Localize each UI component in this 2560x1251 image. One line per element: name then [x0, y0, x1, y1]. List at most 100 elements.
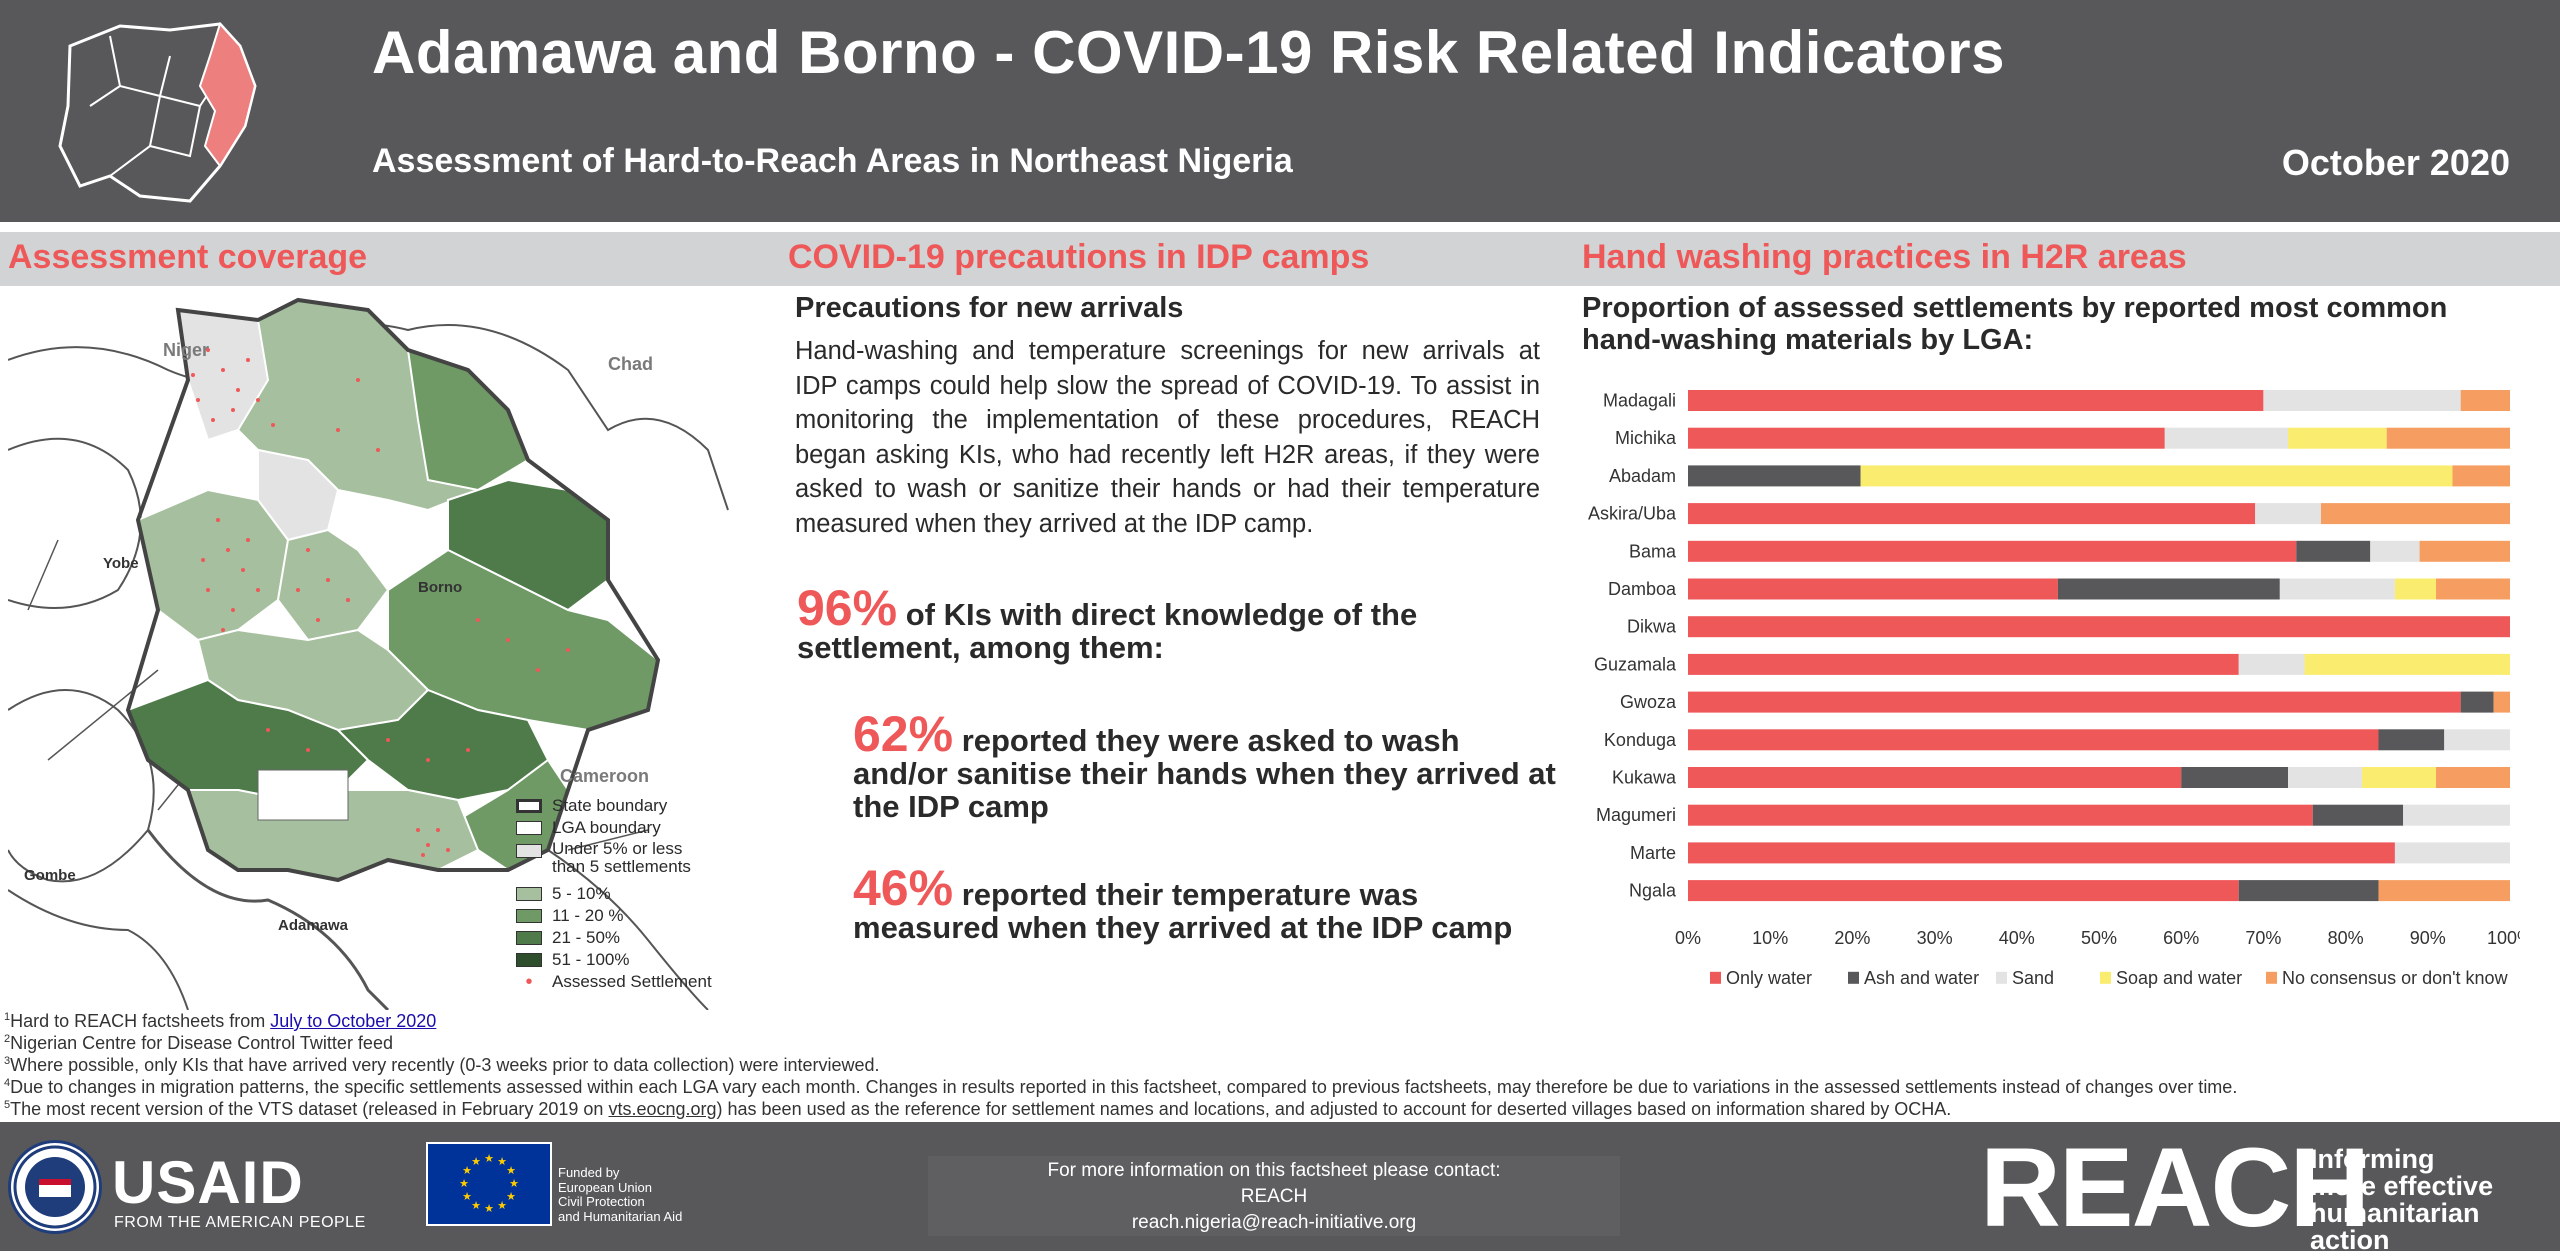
stat-96-percent: 96% [797, 580, 898, 636]
chart-legend-label: No consensus or don't know [2282, 968, 2509, 988]
usaid-tagline: FROM THE AMERICAN PEOPLE [114, 1214, 366, 1231]
chart-x-tick-label: 60% [2163, 928, 2199, 948]
map-label-yobe: Yobe [103, 555, 139, 572]
chart-bar-segment [2403, 804, 2510, 826]
chart-bar-segment [2378, 880, 2510, 902]
nigeria-locator-map [58, 22, 257, 203]
chart-bar-segment [2263, 390, 2461, 411]
chart-bar-segment [2436, 767, 2510, 788]
chart-bar-segment [2452, 465, 2510, 487]
report-date: October 2020 [2281, 142, 2510, 183]
chart-x-tick-label: 30% [1917, 928, 1953, 948]
chart-x-tick-label: 40% [1999, 928, 2035, 948]
eu-line: Civil Protection [558, 1194, 645, 1209]
svg-text:★: ★ [462, 1190, 472, 1203]
chart-bar-segment [2460, 390, 2510, 411]
footnote-5-link[interactable]: vts.eocng.org [608, 1099, 717, 1119]
chart-bar-segment [2362, 767, 2437, 788]
chart-bar-segment [2370, 540, 2420, 562]
chart-bar-segment [2288, 767, 2363, 788]
contact-line: For more information on this factsheet p… [1047, 1160, 1501, 1181]
legend-assessed-settlement: • Assessed Settlement [516, 971, 711, 993]
section-title-coverage: Assessment coverage [8, 238, 368, 276]
chart-bar-segment [2320, 503, 2510, 525]
chart-category-label: Abadam [1609, 466, 1676, 486]
contact-org: REACH [1240, 1186, 1308, 1207]
legend-swatch [516, 953, 542, 967]
footnote-5-text: The most recent version of the VTS datas… [10, 1099, 609, 1119]
legend-state-boundary: State boundary [516, 796, 667, 816]
chart-bar-segment [1688, 880, 2239, 902]
chart-x-tick-label: 10% [1752, 928, 1788, 948]
coverage-map-svg: Niger Chad Yobe Borno Cameroon Gombe Ada… [7, 297, 729, 1012]
chart-x-tick-label: 100% [2487, 928, 2520, 948]
contact-email[interactable]: reach.nigeria@reach-initiative.org [1131, 1212, 1417, 1233]
chart-bar-segment [2394, 842, 2510, 864]
chart-bar-segment [2255, 503, 2321, 525]
chart-legend-label: Sand [2012, 968, 2054, 988]
chart-x-ticks: 0% 10% 20% 30% 40% 50% 60% 70% 80% 90% 100% [1675, 928, 2520, 948]
chart-legend-label: Ash and water [1864, 968, 1979, 988]
chart-bar-segment [2493, 691, 2510, 713]
legend-label-line1: Under 5% or less [552, 839, 683, 858]
chart-category-label: Askira/Uba [1588, 504, 1677, 524]
legend-swatch [516, 844, 542, 858]
chart-legend: Only water Ash and water Sand Soap and wate… [1710, 968, 2509, 988]
map-label-niger: Niger [163, 340, 209, 360]
eu-line: European Union [558, 1179, 652, 1195]
svg-text:★: ★ [471, 1155, 481, 1168]
map-label-cameroon: Cameroon [560, 766, 649, 786]
contact-box: For more information on this factsheet p… [928, 1156, 1620, 1236]
legend-label: State boundary [552, 796, 668, 815]
chart-bar-segment [2181, 767, 2289, 788]
precautions-body: Hand-washing and temperature screenings … [795, 337, 1540, 538]
map-label-gombe: Gombe [24, 867, 76, 884]
reach-tag-line: more effective [2310, 1171, 2494, 1201]
chart-bar-segment [2164, 427, 2289, 449]
legend-swatch [1996, 971, 2007, 984]
chart-category-label: Gwoza [1620, 692, 1677, 712]
stat-62-text: reported they were asked to wash and/or … [853, 723, 1556, 824]
chart-category-label: Magumeri [1596, 805, 1676, 825]
assessed-settlement-dots [191, 348, 570, 857]
chart-bar-segment [2460, 691, 2494, 713]
chart-bar-segment [2394, 578, 2437, 600]
legend-dot-icon: • [525, 971, 533, 993]
map-legend: State boundary LGA boundary Under 5% or … [516, 796, 736, 1006]
chart-bar-segment [2296, 540, 2371, 562]
eu-line: Funded by [558, 1165, 620, 1180]
svg-text:★: ★ [471, 1199, 481, 1212]
legend-swatch [2266, 971, 2277, 984]
svg-text:★: ★ [509, 1177, 519, 1190]
chart-bar-segment [1688, 804, 2313, 826]
chart-bar-segment [1688, 616, 2510, 638]
stat-46-text: reported their temperature was measured … [853, 877, 1513, 945]
chart-bar-segment [1688, 427, 2165, 449]
eu-line: and Humanitarian Aid [558, 1208, 683, 1224]
coverage-map: Niger Chad Yobe Borno Cameroon Gombe Ada… [7, 290, 738, 1012]
legend-swatch [516, 821, 542, 835]
footnote-3: 3Where possible, only KIs that have arri… [4, 1055, 880, 1075]
map-label-chad: Chad [608, 354, 653, 374]
svg-text:★: ★ [506, 1190, 516, 1203]
legend-11-20: 11 - 20 % [516, 906, 624, 926]
section-header-bar [0, 232, 2560, 286]
svg-text:★: ★ [506, 1164, 516, 1177]
usaid-logo-text: USAID [112, 1149, 304, 1216]
reach-tag-line: Informing [2310, 1144, 2435, 1174]
svg-text:★: ★ [497, 1199, 507, 1212]
chart-bar-segment [2057, 578, 2280, 600]
footnote-2-text: Nigerian Centre for Disease Control Twit… [10, 1033, 393, 1053]
footnote-1: 1Hard to REACH factsheets from July to O… [4, 1011, 437, 1031]
chart-category-label: Marte [1630, 843, 1676, 863]
legend-label: 51 - 100% [552, 950, 630, 969]
legend-swatch [1848, 971, 1859, 984]
chart-y-labels: Madagali Michika Abadam Askira/Uba Bama Dambo… [1588, 391, 1677, 901]
stat-96-text: of KIs with direct knowledge of the sett… [797, 597, 1418, 665]
legend-under5: Under 5% or less than 5 settlements [516, 840, 691, 876]
section-title-precautions: COVID-19 precautions in IDP camps [788, 238, 1370, 276]
footnote-1-link[interactable]: July to October 2020 [270, 1011, 437, 1031]
legend-label: LGA boundary [552, 818, 661, 837]
handwashing-chart: Madagali Michika Abadam Askira/Uba Bama Dambo… [1588, 390, 2520, 988]
chart-bar-segment [2288, 427, 2387, 449]
